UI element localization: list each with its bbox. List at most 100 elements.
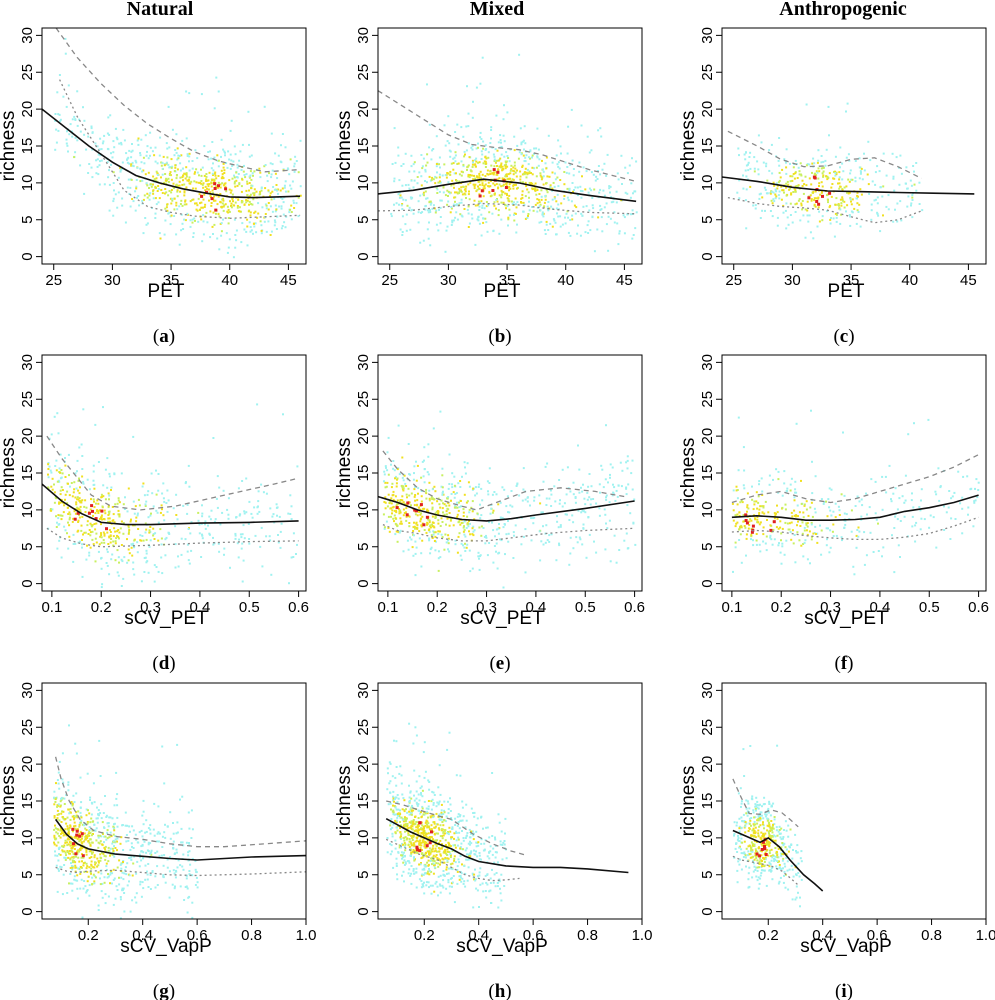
data-point (804, 175, 807, 178)
data-point (73, 510, 76, 513)
data-point (744, 526, 747, 529)
data-point (449, 211, 452, 214)
data-point (211, 225, 214, 228)
data-point (178, 205, 181, 208)
data-point (223, 553, 225, 556)
data-point (808, 214, 811, 217)
data-point (118, 883, 121, 886)
data-point (542, 543, 545, 546)
data-point (398, 179, 401, 182)
data-point (397, 424, 400, 427)
data-point (91, 131, 94, 134)
data-point (428, 481, 431, 484)
data-point (539, 172, 542, 175)
data-point (69, 123, 72, 126)
data-point (241, 178, 244, 181)
data-point (470, 213, 473, 216)
data-point (467, 164, 470, 167)
data-point (483, 536, 486, 538)
data-point (771, 215, 774, 218)
data-point (165, 177, 168, 180)
data-point (99, 775, 102, 777)
data-point (528, 200, 530, 203)
data-point (98, 842, 101, 845)
data-point (146, 184, 149, 187)
data-point (245, 230, 248, 233)
data-point (462, 185, 465, 188)
data-point (746, 510, 748, 513)
data-point (583, 497, 586, 500)
data-point (457, 501, 460, 504)
data-point (117, 191, 120, 194)
data-point (230, 204, 232, 207)
data-point (210, 204, 213, 207)
data-point (215, 497, 218, 500)
data-point (163, 519, 166, 522)
data-point (526, 500, 529, 503)
data-point (865, 554, 868, 557)
data-point (186, 155, 189, 157)
data-point (140, 845, 143, 848)
data-point (452, 183, 455, 186)
data-point-peak (419, 503, 423, 507)
data-point (806, 525, 809, 528)
data-point (484, 160, 487, 163)
data-point (68, 133, 71, 136)
data-point (458, 202, 461, 205)
data-point (540, 175, 543, 178)
data-point (603, 206, 606, 209)
data-point (758, 511, 761, 514)
data-point (485, 221, 488, 224)
data-point (455, 492, 458, 494)
data-point (90, 166, 93, 169)
data-point (97, 512, 100, 514)
data-point (417, 487, 420, 490)
data-point (435, 163, 438, 165)
data-point (454, 506, 457, 509)
data-point (47, 462, 50, 464)
data-point (436, 500, 439, 503)
data-point (224, 154, 226, 157)
y-tick-label: 15 (699, 138, 716, 155)
data-point (977, 481, 980, 484)
data-point (458, 532, 461, 535)
data-point (488, 467, 491, 470)
data-point (790, 511, 793, 514)
data-point (592, 207, 595, 210)
data-point (92, 873, 95, 876)
data-point (435, 209, 438, 212)
data-point (179, 169, 182, 172)
data-point (478, 183, 481, 186)
data-point (915, 189, 918, 192)
data-point (476, 512, 479, 515)
data-point (453, 172, 456, 175)
data-point (217, 195, 220, 198)
y-tick-label: 0 (355, 252, 372, 260)
y-tick-label: 15 (355, 138, 372, 155)
data-point (573, 204, 576, 207)
data-point (412, 186, 415, 189)
data-point (96, 499, 99, 502)
data-point (60, 469, 63, 471)
data-point (454, 505, 457, 507)
data-point (133, 512, 136, 515)
data-point (105, 816, 108, 818)
data-point (111, 847, 114, 850)
data-point (86, 834, 89, 836)
data-point (420, 512, 423, 515)
data-point (221, 205, 223, 208)
data-point (83, 505, 86, 508)
data-point (219, 186, 222, 189)
data-point (257, 500, 260, 503)
data-point (57, 869, 60, 872)
data-point (759, 521, 762, 524)
data-point (580, 511, 583, 514)
data-point (484, 166, 487, 168)
data-point (597, 129, 600, 132)
data-point (78, 118, 81, 121)
data-point (165, 142, 168, 145)
data-point (432, 427, 435, 430)
data-point (790, 521, 793, 524)
data-point (493, 545, 496, 547)
